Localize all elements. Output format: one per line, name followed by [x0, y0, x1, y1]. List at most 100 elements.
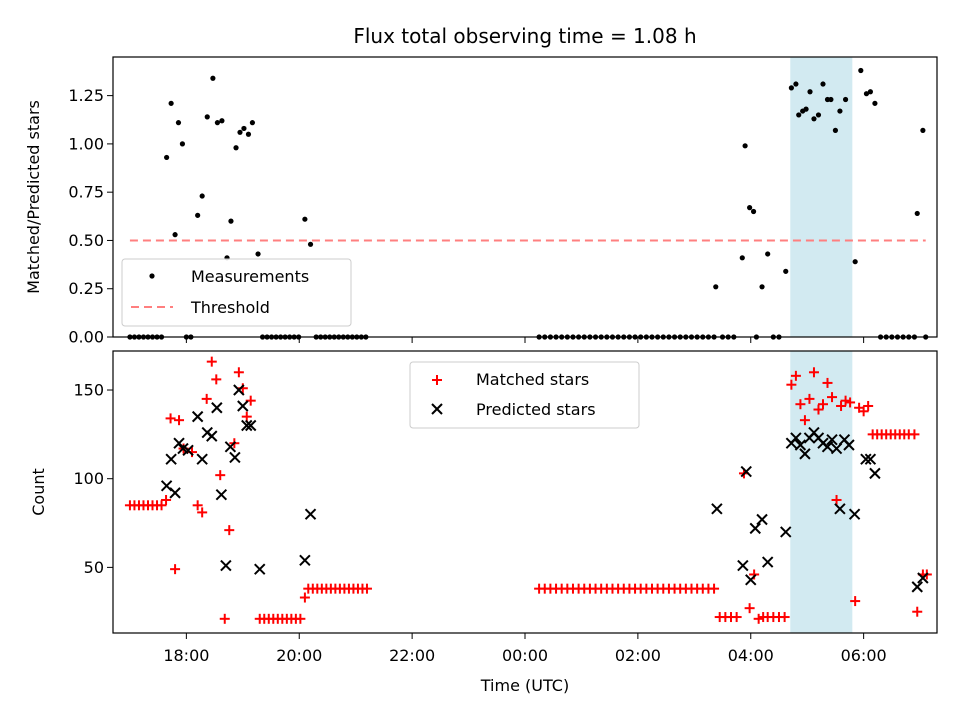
predicted-star-point [830, 442, 843, 455]
legend-marker-matched [432, 375, 442, 385]
matched-star-point [836, 400, 847, 411]
matched-star-point [817, 399, 828, 410]
count-y-axis-label: Count [29, 468, 48, 516]
measurement-point [858, 67, 864, 74]
measurement-point [164, 154, 170, 161]
count-legend-box [409, 361, 640, 429]
matched-star-point [786, 379, 797, 390]
matched-star-point [170, 564, 181, 575]
matched-star-point [858, 406, 869, 417]
ratio-y-axis-label: Matched/Predicted stars [24, 100, 43, 294]
measurement-point [863, 91, 870, 97]
predicted-star-point [182, 444, 194, 457]
predicted-star-point [165, 453, 177, 465]
legend-x-glyph [431, 403, 443, 415]
matched-star-point [219, 613, 230, 624]
predicted-star-point [220, 559, 232, 572]
predicted-star-point [843, 439, 855, 451]
count-panel: 50 100 150 18:00 20:00 22:00 00:00 02:00 04:00 0… [29, 350, 938, 695]
measurement-point [920, 127, 926, 133]
predicted-star-point [794, 439, 807, 451]
measurement-point [245, 131, 252, 137]
measurement-point [249, 120, 256, 126]
measurement-point [168, 100, 174, 106]
measurement-point [204, 114, 210, 120]
measurement-point [219, 118, 225, 124]
legend-label-measurements: Measurements [191, 267, 309, 286]
matched-star-point [753, 613, 764, 624]
predicted-star-point [790, 432, 802, 444]
predicted-star-point [304, 508, 317, 520]
measurement-point [175, 120, 182, 126]
chart-title: Flux total observing time = 1.08 h [353, 24, 696, 48]
y-tick-label: 0.50 [68, 231, 104, 250]
y-tick-label: 50 [84, 558, 104, 577]
matched-star-point [909, 429, 920, 440]
matched-star-point [201, 393, 212, 404]
measurement-point [742, 143, 748, 149]
matched-star-point [197, 507, 208, 518]
matched-star-point [912, 606, 923, 617]
matched-star-point [233, 367, 244, 378]
measurement-point [796, 112, 802, 118]
predicted-star-point [711, 503, 723, 515]
legend-marker-measurements [149, 273, 155, 279]
legend-label-matched: Matched stars [476, 370, 589, 389]
measurement-point [241, 125, 247, 132]
predicted-star-point [237, 400, 249, 412]
measurement-point [793, 81, 799, 87]
matched-star-point [840, 395, 851, 406]
ratio-legend: Measurements Threshold [121, 258, 352, 327]
matched-star-point [211, 374, 222, 385]
x-tick-label: 02:00 [615, 646, 661, 665]
measurement-point [820, 81, 826, 87]
measurement-point [852, 259, 858, 265]
matched-star-point [709, 583, 720, 594]
measurement-point [228, 218, 234, 224]
matched-star-point [241, 411, 252, 422]
measurement-point [214, 120, 221, 126]
predicted-star-point [869, 467, 881, 480]
predicted-star-point [299, 554, 311, 566]
measurement-point [872, 100, 878, 106]
measurement-point [828, 96, 834, 103]
predicted-star-point [917, 572, 929, 584]
matched-star-point [795, 399, 806, 410]
measurement-point [783, 268, 789, 274]
measurement-point [199, 193, 205, 199]
measurement-point [842, 96, 849, 103]
matched-star-point [295, 613, 306, 624]
measurement-point [867, 89, 874, 95]
measurement-point [788, 85, 794, 91]
matched-star-point [165, 413, 176, 424]
shaded-span [790, 351, 853, 633]
predicted-star-point [215, 488, 228, 501]
predicted-star-point [241, 419, 253, 432]
measurement-point [807, 89, 813, 95]
measurement-point [233, 145, 239, 151]
predicted-star-point [740, 465, 752, 478]
x-tick-label: 18:00 [163, 646, 209, 665]
predicted-star-point [737, 559, 749, 572]
measurement-point [747, 205, 753, 211]
legend-label-predicted: Predicted stars [476, 400, 596, 419]
predicted-star-point [229, 451, 241, 464]
measurement-point [237, 129, 243, 135]
matched-star-point [161, 494, 172, 505]
measurement-point [713, 284, 719, 290]
predicted-star-point [780, 526, 792, 538]
measurement-point [739, 255, 745, 261]
predicted-star-point [911, 581, 923, 593]
measurement-point [179, 141, 186, 147]
matched-star-point [224, 525, 235, 536]
predicted-star-point [245, 419, 257, 432]
measurement-point [750, 208, 757, 215]
matched-star-point [215, 470, 226, 481]
legend-marker-predicted [431, 403, 443, 415]
matched-star-point [779, 612, 790, 623]
measurement-point [255, 251, 261, 257]
measurement-point [759, 284, 765, 290]
ratio-panel: 0.00 0.25 0.50 0.75 1.00 1.25 Matched/Predict… [24, 56, 938, 347]
matched-star-point [790, 370, 801, 381]
